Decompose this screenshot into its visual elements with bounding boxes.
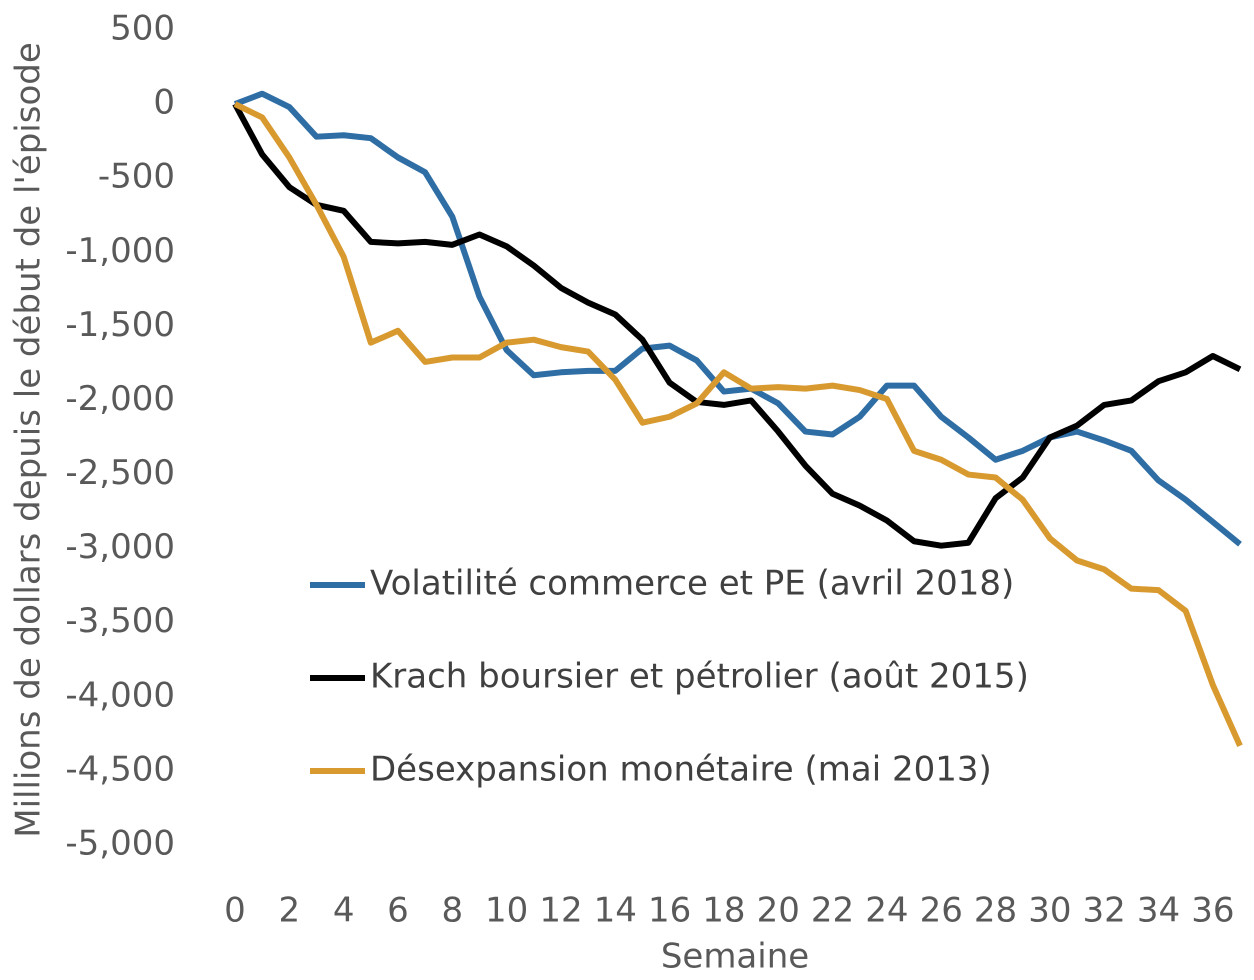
y-tick-label: -4,000 bbox=[65, 675, 175, 715]
series-line bbox=[233, 90, 1242, 547]
y-tick-label: -2,500 bbox=[65, 453, 175, 493]
x-tick-label: 36 bbox=[1191, 891, 1234, 931]
x-tick-label: 4 bbox=[333, 891, 355, 931]
y-tick-label: -2,000 bbox=[65, 379, 175, 419]
x-tick-label: 18 bbox=[702, 891, 745, 931]
x-tick-label: 0 bbox=[224, 891, 246, 931]
y-tick-label: -1,500 bbox=[65, 305, 175, 345]
series-line bbox=[232, 102, 1242, 549]
x-tick-label: 22 bbox=[811, 891, 854, 931]
x-tick-label: 2 bbox=[279, 891, 301, 931]
legend-label: Krach boursier et pétrolier (août 2015) bbox=[370, 657, 1029, 697]
y-tick-label: 500 bbox=[110, 9, 175, 49]
y-tick-label: -5,000 bbox=[65, 824, 175, 864]
x-tick-label: 26 bbox=[920, 891, 963, 931]
y-tick-label: -4,500 bbox=[65, 749, 175, 789]
x-tick-label: 14 bbox=[594, 891, 637, 931]
x-tick-label: 6 bbox=[387, 891, 409, 931]
legend-label: Volatilité commerce et PE (avril 2018) bbox=[370, 564, 1014, 604]
x-tick-label: 16 bbox=[648, 891, 691, 931]
y-tick-label: -500 bbox=[98, 157, 175, 197]
x-tick-label: 32 bbox=[1083, 891, 1126, 931]
x-tick-label: 20 bbox=[757, 891, 800, 931]
legend-label: Désexpansion monétaire (mai 2013) bbox=[370, 750, 992, 790]
x-tick-label: 34 bbox=[1137, 891, 1180, 931]
x-tick-label: 8 bbox=[441, 891, 463, 931]
x-tick-label: 24 bbox=[865, 891, 908, 931]
y-tick-label: -3,500 bbox=[65, 601, 175, 641]
y-tick-label: -1,000 bbox=[65, 231, 175, 271]
x-tick-label: 12 bbox=[539, 891, 582, 931]
y-tick-label: -3,000 bbox=[65, 527, 175, 567]
y-tick-label: 0 bbox=[153, 83, 175, 123]
x-tick-label: 10 bbox=[485, 891, 528, 931]
y-axis-label: Millions de dollars depuis le début de l… bbox=[9, 42, 49, 838]
series-line bbox=[233, 101, 1243, 747]
x-tick-label: 30 bbox=[1028, 891, 1071, 931]
x-axis-label: Semaine bbox=[661, 937, 809, 977]
x-tick-label: 28 bbox=[974, 891, 1017, 931]
